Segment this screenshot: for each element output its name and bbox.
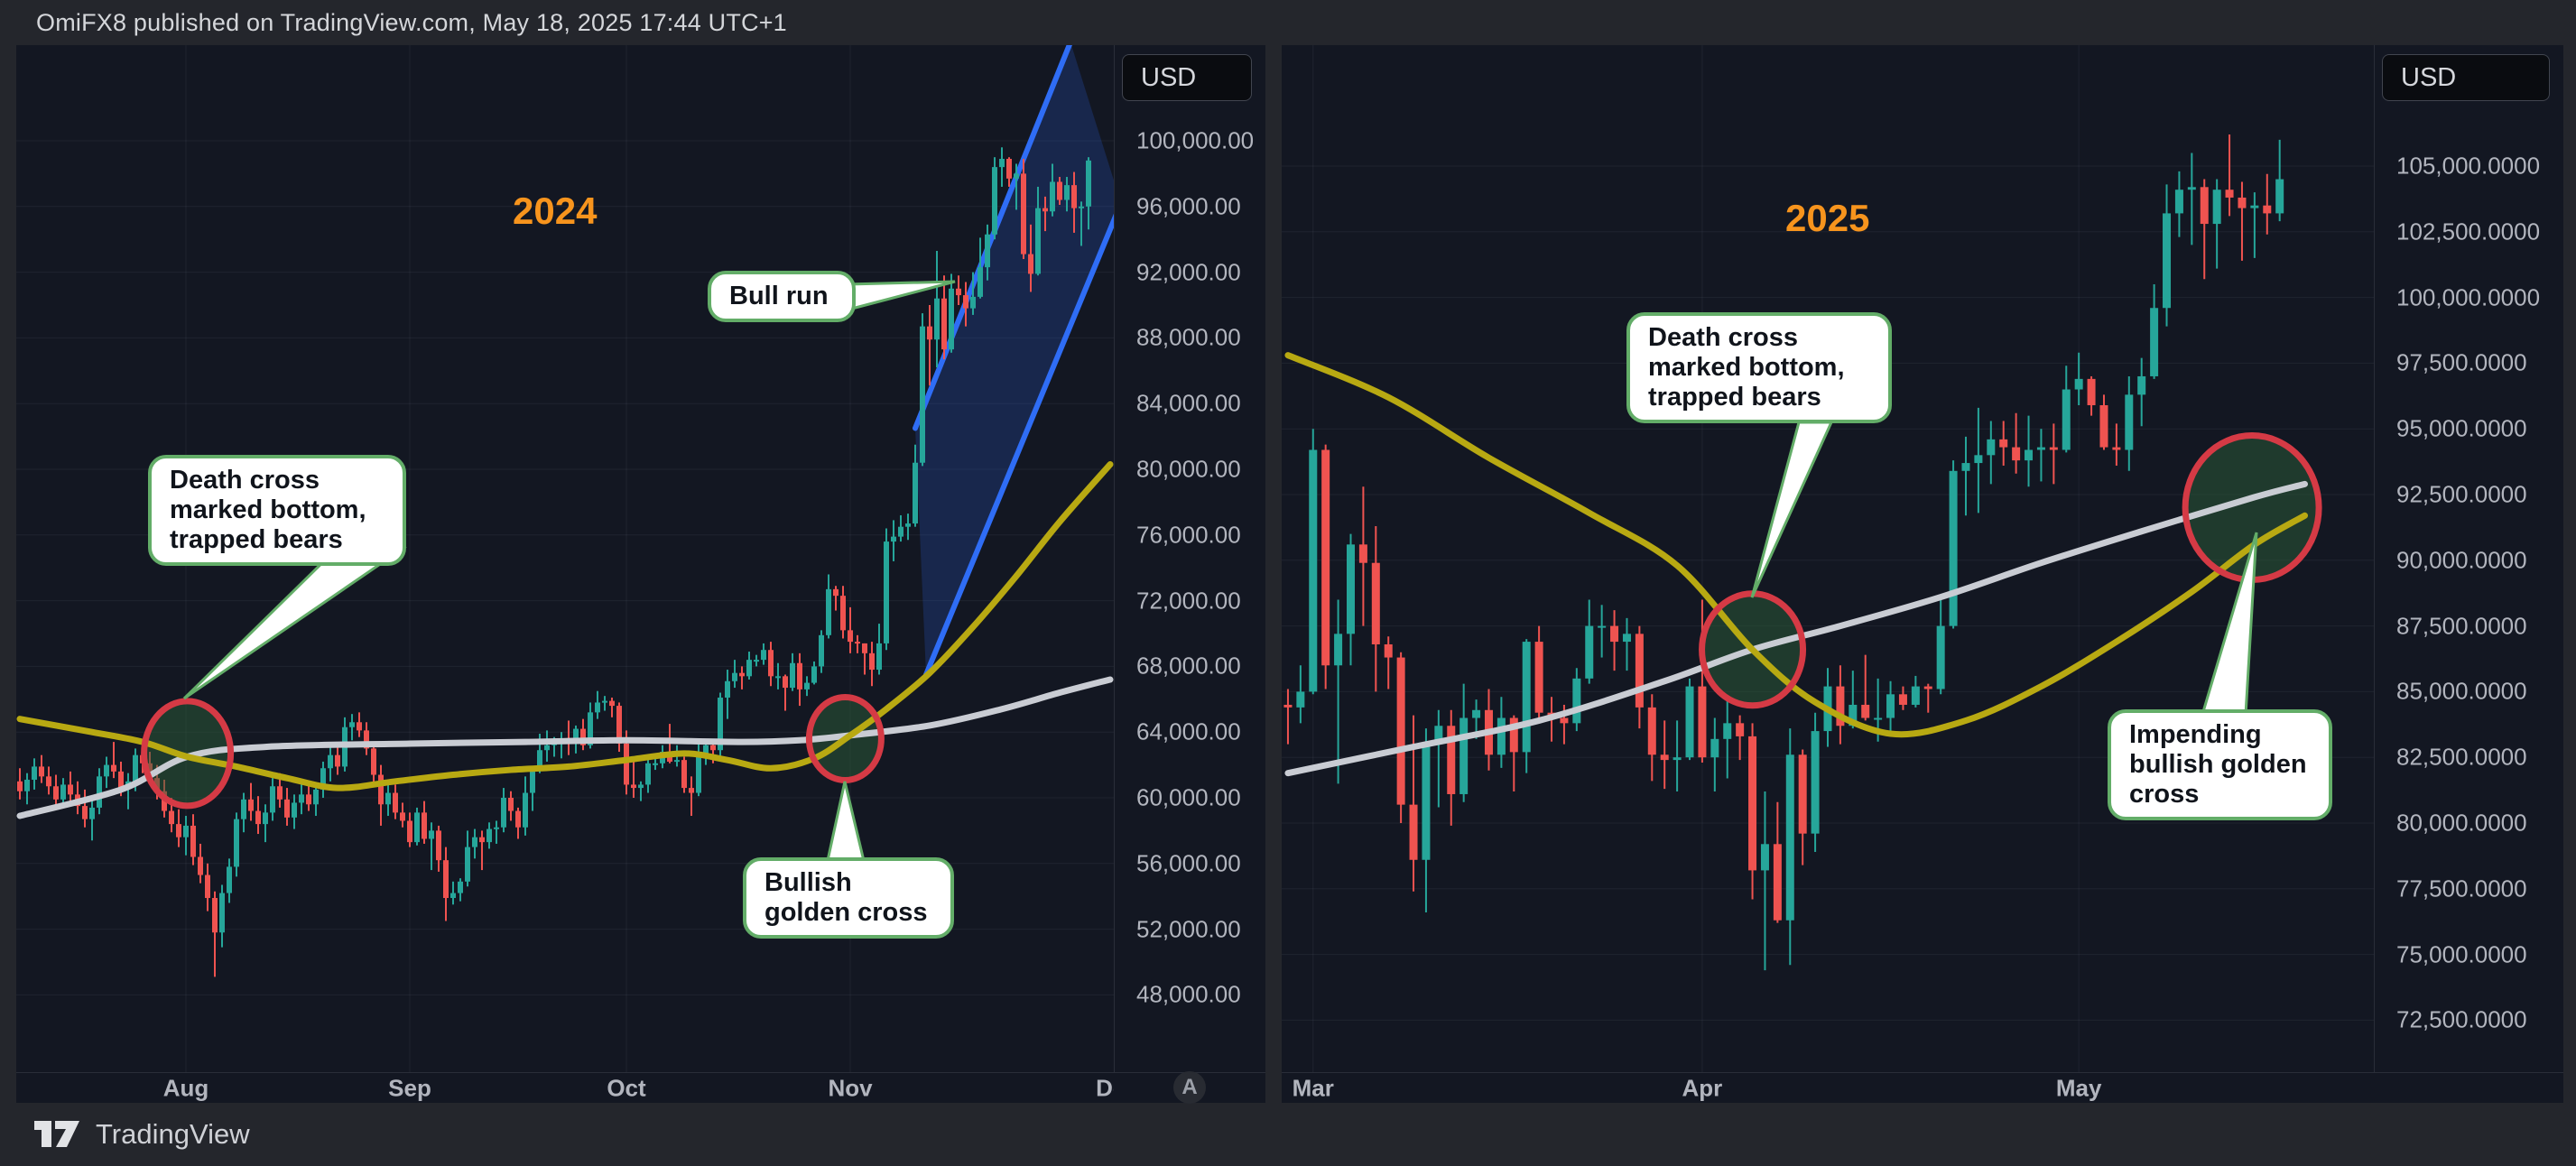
callout-bullish-golden-cross[interactable]: Bullish golden cross	[743, 857, 954, 939]
publish-bar: OmiFX8 published on TradingView.com, May…	[0, 0, 2576, 45]
chart-2024-month-labels: Aug Sep Oct Nov Dec	[16, 1073, 1114, 1103]
currency-button[interactable]: USD	[2382, 54, 2550, 101]
callout-impending-bullish-golden-cross[interactable]: Impending bullish golden cross	[2108, 709, 2332, 820]
time-tick-label: Nov	[828, 1074, 873, 1101]
price-chart-2024-svg	[16, 45, 1114, 1072]
golden-cross-circle[interactable]	[805, 693, 885, 783]
price-tick-label: 95,000.0000	[2396, 414, 2527, 442]
chart-2024-callouts: Death cross marked bottom, trapped bears…	[16, 45, 1114, 1072]
price-tick-label: 72,500.0000	[2396, 1005, 2527, 1033]
time-tick-label: May	[2055, 1074, 2102, 1101]
price-tick-label: 77,500.0000	[2396, 874, 2527, 902]
auto-scale-button[interactable]: A	[1173, 1071, 1206, 1104]
time-tick-label: Oct	[607, 1074, 646, 1101]
chart-2024-plot[interactable]: 2024 Death cross marked bottom, trapped …	[16, 45, 1114, 1072]
price-tick-label: 60,000.00	[1136, 783, 1241, 811]
callout-bull-run[interactable]: Bull run	[708, 271, 856, 322]
tradingview-logo-icon	[34, 1121, 79, 1147]
time-tick-label: Aug	[162, 1074, 209, 1101]
chart-2025-time-axis[interactable]: Mar Apr May	[1282, 1072, 2563, 1103]
price-tick-label: 100,000.00	[1136, 126, 1255, 154]
death-cross-circle[interactable]	[141, 698, 235, 810]
brand-text: TradingView	[96, 1118, 250, 1150]
price-tick-label: 90,000.0000	[2396, 546, 2527, 574]
price-tick-label: 72,000.00	[1136, 587, 1241, 615]
year-label-2025: 2025	[1785, 197, 1870, 239]
price-tick-label: 76,000.00	[1136, 521, 1241, 549]
price-tick-label: 56,000.00	[1136, 849, 1241, 877]
charts-row: 2024 Death cross marked bottom, trapped …	[0, 45, 2576, 1104]
price-tick-label: 105,000.0000	[2396, 152, 2541, 180]
time-tick-label: Mar	[1292, 1074, 1334, 1101]
price-tick-label: 102,500.0000	[2396, 217, 2541, 245]
time-tick-label: Dec	[1096, 1074, 1114, 1101]
publish-text: OmiFX8 published on TradingView.com, May…	[36, 8, 787, 36]
price-tick-label: 82,500.0000	[2396, 743, 2527, 771]
price-tick-label: 87,500.0000	[2396, 612, 2527, 640]
price-tick-label: 92,000.00	[1136, 258, 1241, 286]
year-label-2024: 2024	[513, 190, 598, 232]
price-tick-label: 97,500.0000	[2396, 348, 2527, 376]
chart-2025-widget: 2025 Death cross marked bottom, trapped …	[1282, 45, 2563, 1103]
price-tick-label: 88,000.00	[1136, 323, 1241, 351]
chart-2025-month-labels: Mar Apr May	[1282, 1073, 2374, 1103]
chart-2025-price-axis[interactable]: USD 105,000.0000 102,500.0000 100,000.0000…	[2374, 45, 2563, 1072]
time-tick-label: Sep	[388, 1074, 431, 1101]
chart-2025-plot[interactable]: 2025 Death cross marked bottom, trapped …	[1282, 45, 2374, 1072]
price-tick-label: 80,000.0000	[2396, 809, 2527, 837]
brand-bar: TradingView	[0, 1103, 2576, 1166]
price-tick-label: 85,000.0000	[2396, 677, 2527, 705]
price-tick-label: 52,000.00	[1136, 915, 1241, 943]
price-tick-label: 92,500.0000	[2396, 480, 2527, 508]
price-tick-label: 80,000.00	[1136, 455, 1241, 483]
price-tick-label: 68,000.00	[1136, 652, 1241, 680]
price-chart-2025-svg	[1282, 45, 2374, 1072]
currency-button[interactable]: USD	[1122, 54, 1252, 101]
time-tick-label: Apr	[1682, 1074, 1723, 1101]
chart-2024-price-axis[interactable]: USD 100,000.00 96,000.00 92,000.00 88,000.0…	[1114, 45, 1265, 1072]
callout-death-cross[interactable]: Death cross marked bottom, trapped bears	[148, 455, 406, 566]
price-tick-label: 100,000.0000	[2396, 283, 2541, 311]
price-tick-label: 64,000.00	[1136, 717, 1241, 745]
callout-death-cross[interactable]: Death cross marked bottom, trapped bears	[1626, 312, 1892, 423]
chart-2024-widget: 2024 Death cross marked bottom, trapped …	[16, 45, 1265, 1104]
price-tick-label: 75,000.0000	[2396, 940, 2527, 968]
chart-2024-time-axis[interactable]: Aug Sep Oct Nov Dec A	[16, 1071, 1265, 1104]
price-tick-label: 96,000.00	[1136, 192, 1241, 220]
price-tick-label: 48,000.00	[1136, 980, 1241, 1008]
chart-2025-callouts: Death cross marked bottom, trapped bears…	[1282, 45, 2374, 1072]
price-tick-label: 84,000.00	[1136, 389, 1241, 417]
